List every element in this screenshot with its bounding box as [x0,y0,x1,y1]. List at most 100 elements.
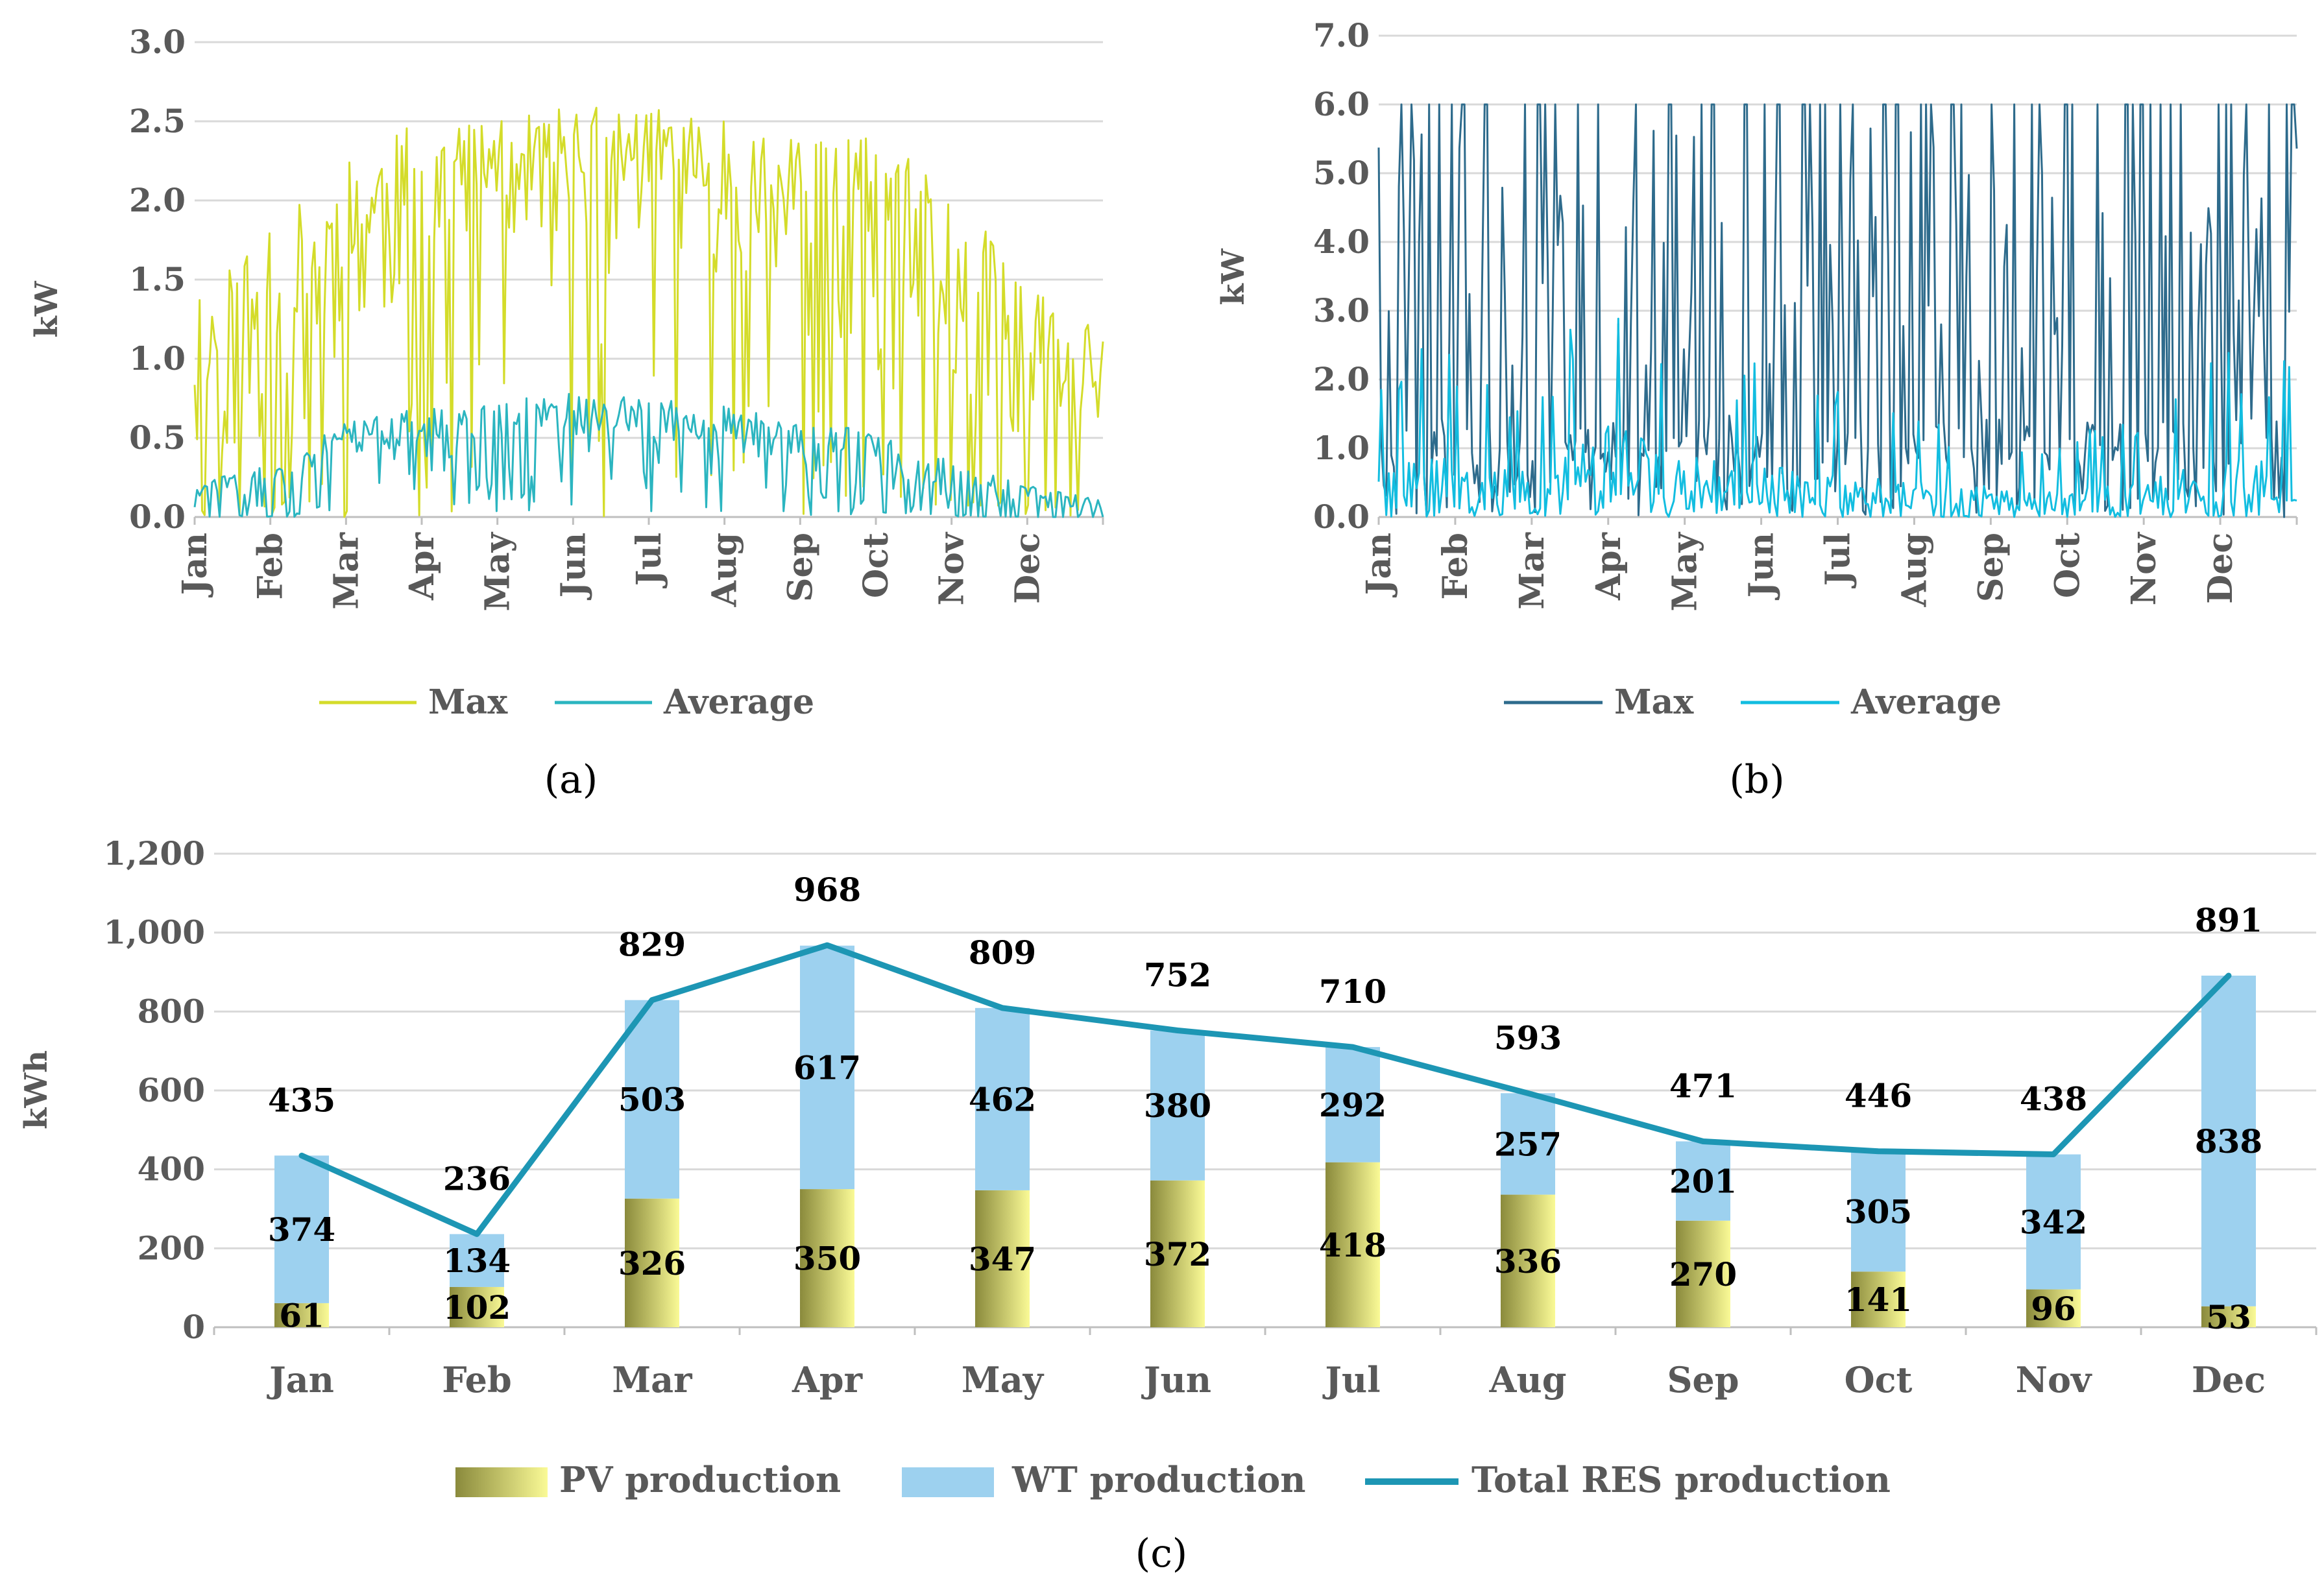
chart-b-max-average-wt: 0.0 1.0 2.0 3.0 4.0 5.0 6.0 7.0 Jan Feb Mar Apr May… [1215,16,2298,802]
b-y-tick-label: 0.0 [1313,498,1370,536]
a-legend-max-label: Max [428,682,508,722]
c-label-total: 236 [443,1159,511,1197]
b-x-tick-label: Apr [1589,532,1628,601]
c-x-tick-label: May [962,1359,1045,1401]
c-data-labels: 61 374 435 102 134 236 326 503 829 350 617 968 347 46… [268,871,2262,1336]
c-label-wt: 305 [1845,1192,1912,1231]
a-x-tick-label: Oct [856,533,896,598]
c-bar-pv-dec [2201,1306,2256,1327]
a-x-tick-label: Sep [781,533,820,602]
b-y-axis-label: kW [1215,248,1252,305]
c-label-wt: 134 [443,1242,511,1280]
c-label-total: 891 [2195,901,2262,939]
a-y-tick-labels: 0.0 0.5 1.0 1.5 2.0 2.5 3.0 [129,23,186,536]
c-bar-pv-sep [1676,1220,1730,1327]
c-x-tick-labels: Jan Feb Mar Apr May Jun Jul Aug Sep Oct Nov Dec [267,1359,2266,1401]
c-bar-pv-jun [1150,1180,1205,1327]
b-x-tick-labels: Jan Feb Mar Apr May Jun Jul Aug Sep Oct Nov Dec [1359,531,2240,611]
c-label-wt: 374 [268,1210,335,1249]
b-x-tick-label: Jul [1819,533,1858,588]
c-x-tick-label: Sep [1667,1359,1739,1401]
a-y-tick-label: 2.5 [129,102,186,140]
b-y-tick-label: 5.0 [1313,154,1370,192]
b-y-tick-label: 3.0 [1313,291,1370,330]
c-legend-total-label: Total RES production [1471,1459,1891,1500]
b-x-tick-label: Jun [1742,533,1782,600]
b-x-tick-label: Aug [1894,533,1934,608]
c-label-wt: 503 [618,1081,686,1119]
c-label-wt: 342 [2020,1203,2087,1242]
c-y-tick-label: 1,000 [103,913,205,952]
c-label-total: 446 [1845,1077,1912,1115]
a-y-axis-label: kW [29,280,65,337]
c-bar-wt-nov [2026,1154,2081,1290]
a-x-tick-label: Jul [629,533,669,588]
a-x-tick-label: Jun [553,533,593,600]
c-label-wt: 201 [1669,1162,1737,1201]
c-x-tick-label: Jun [1141,1359,1211,1401]
a-x-tick-labels: Jan Feb Mar Apr May Jun Jul Aug Sep Oct Nov Dec [175,531,1047,611]
c-label-total: 593 [1494,1018,1562,1057]
c-y-tick-label: 0 [182,1308,205,1346]
c-x-tick-label: Jul [1322,1359,1380,1401]
c-y-tick-label: 200 [138,1229,205,1267]
b-x-tick-label: Oct [2048,533,2087,598]
a-gridlines [193,41,1104,525]
c-bar-pv-nov [2026,1289,2081,1327]
c-label-pv: 372 [1144,1235,1211,1273]
b-y-tick-label: 2.0 [1313,360,1370,398]
c-label-pv: 270 [1669,1255,1737,1293]
b-legend-max-label: Max [1614,682,1694,722]
c-bar-wt-jun [1150,1030,1205,1181]
c-label-pv: 96 [2031,1290,2076,1328]
b-x-tick-label: Dec [2201,533,2240,604]
b-y-tick-label: 1.0 [1313,429,1370,467]
c-x-tick-label: Feb [442,1359,512,1401]
c-label-total: 435 [268,1081,335,1119]
c-total-line [298,942,2232,1237]
b-y-tick-labels: 0.0 1.0 2.0 3.0 4.0 5.0 6.0 7.0 [1313,16,1370,536]
c-label-total: 809 [969,933,1036,972]
b-legend-average-label: Average [1850,682,2002,722]
c-label-total: 829 [618,926,686,964]
c-x-tick-label: Mar [612,1359,692,1401]
a-panel-label: (a) [544,757,598,802]
a-x-tick-label: Jan [175,533,215,597]
b-x-tick-label: Jan [1359,533,1399,597]
c-x-tick-label: Jan [267,1359,334,1401]
b-x-tick-label: May [1665,531,1705,611]
c-label-wt: 617 [793,1048,861,1087]
c-label-total: 968 [793,871,861,909]
c-y-axis-label: kWh [18,1050,54,1129]
c-label-wt: 462 [969,1080,1036,1118]
c-bar-wt-sep [1676,1141,1730,1221]
b-line-average [1377,317,2297,518]
c-bar-pv-jul [1325,1162,1380,1327]
c-label-pv: 102 [443,1288,511,1327]
c-x-tick-label: Dec [2192,1359,2266,1401]
c-bar-wt-feb [450,1234,504,1287]
a-y-tick-label: 3.0 [129,23,186,61]
a-y-tick-label: 1.0 [129,339,186,378]
b-x-tick-label: Nov [2124,531,2164,605]
c-x-tick-label: Oct [1845,1359,1913,1401]
c-bar-wt-oct [1851,1151,1906,1272]
c-bar-pv-feb [450,1286,504,1327]
chart-a-max-average-pv: 0.0 0.5 1.0 1.5 2.0 2.5 3.0 Jan Feb Mar Apr May Jun… [29,23,1104,802]
c-label-pv: 326 [618,1244,686,1282]
c-y-tick-labels: 0 200 400 600 800 1,000 1,200 [103,834,205,1346]
a-line-average [193,392,1104,518]
c-label-pv: 418 [1319,1226,1386,1264]
a-x-tick-label: Feb [251,533,291,600]
c-label-wt: 292 [1319,1086,1386,1124]
c-bars [274,945,2256,1327]
c-legend: PV production WT production Total RES pr… [455,1459,1891,1500]
c-label-wt: 838 [2195,1122,2262,1161]
c-label-total: 710 [1319,972,1386,1011]
c-bar-wt-apr [800,945,854,1190]
a-x-tick-label: Aug [705,533,745,608]
c-legend-wt-swatch [902,1467,994,1497]
c-y-tick-label: 400 [138,1150,205,1188]
c-bar-wt-aug [1501,1093,1555,1195]
b-x-tick-label: Feb [1436,533,1475,600]
